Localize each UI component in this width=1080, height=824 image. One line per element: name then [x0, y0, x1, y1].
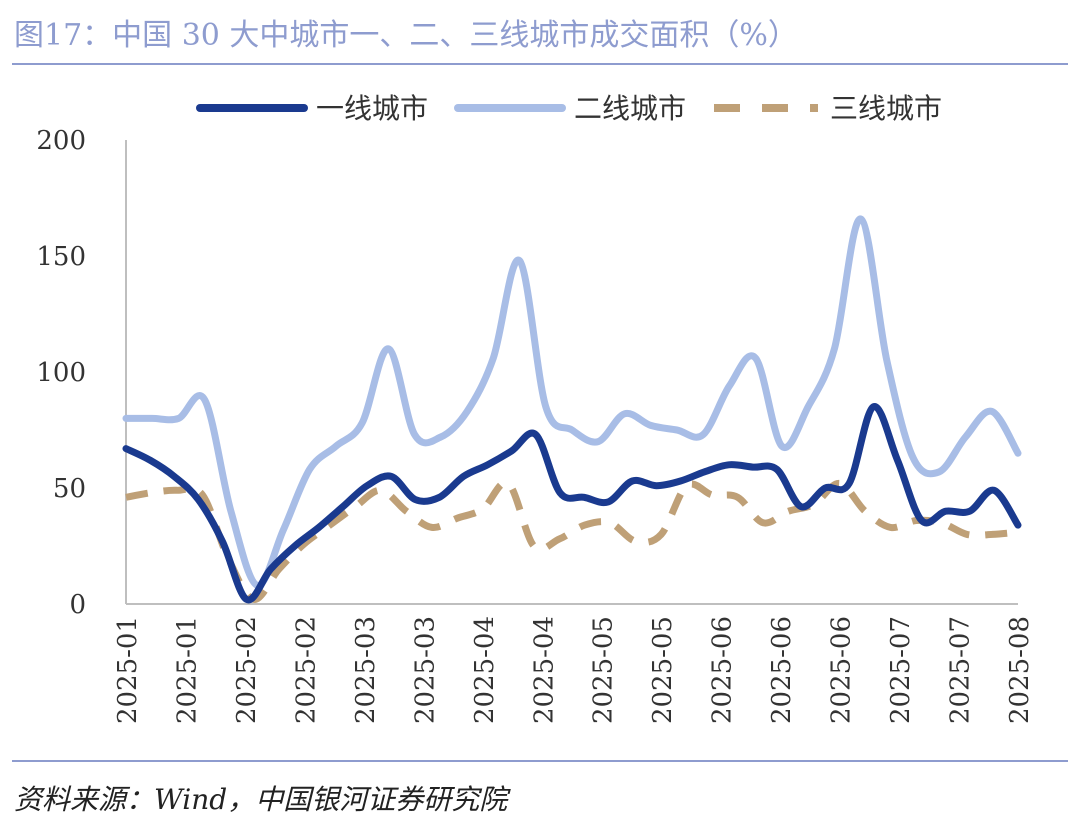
y-tick-label: 50 — [53, 474, 86, 504]
y-axis: 0 50 100 150 200 — [36, 126, 127, 620]
x-tick-label: 2025-07 — [946, 616, 976, 724]
y-tick-label: 200 — [36, 126, 86, 156]
x-tick-label: 2025-04 — [470, 616, 500, 724]
chart-title: 图17：中国 30 大中城市一、二、三线城市成交面积（%） — [14, 18, 798, 53]
x-tick-label: 2025-04 — [529, 616, 559, 724]
y-tick-label: 150 — [36, 242, 86, 272]
x-tick-label: 2025-05 — [589, 616, 619, 724]
y-tick-label: 100 — [36, 358, 86, 388]
legend-label-1: 一线城市 — [316, 92, 428, 125]
x-tick-label: 2025-08 — [1005, 616, 1035, 724]
series-lines — [122, 215, 1022, 604]
series-line-2 — [122, 215, 1022, 589]
x-tick-label: 2025-02 — [291, 616, 321, 724]
x-tick-label: 2025-06 — [708, 616, 738, 724]
x-tick-label: 2025-03 — [351, 616, 381, 724]
x-tick-label: 2025-01 — [113, 616, 143, 724]
legend: 一线城市 二线城市 三线城市 — [196, 92, 942, 125]
legend-label-3: 三线城市 — [830, 92, 942, 125]
series-line-3 — [125, 478, 1019, 603]
x-tick-label: 2025-07 — [886, 616, 916, 724]
x-tick-label: 2025-06 — [827, 616, 857, 724]
legend-label-2: 二线城市 — [574, 92, 686, 125]
x-axis: 2025-01 2025-01 2025-02 2025-02 2025-03 2025-… — [113, 603, 1035, 724]
x-tick-label: 2025-05 — [648, 616, 678, 724]
x-tick-label: 2025-01 — [172, 616, 202, 724]
header-rule — [12, 63, 1068, 65]
source-note: 资料来源：Wind，中国银河证券研究院 — [14, 783, 508, 816]
x-tick-label: 2025-02 — [232, 616, 262, 724]
series-line-1 — [122, 403, 1022, 604]
y-tick-label: 0 — [69, 590, 86, 620]
footer-rule — [12, 760, 1068, 762]
x-tick-label: 2025-03 — [410, 616, 440, 724]
x-tick-label: 2025-06 — [767, 616, 797, 724]
